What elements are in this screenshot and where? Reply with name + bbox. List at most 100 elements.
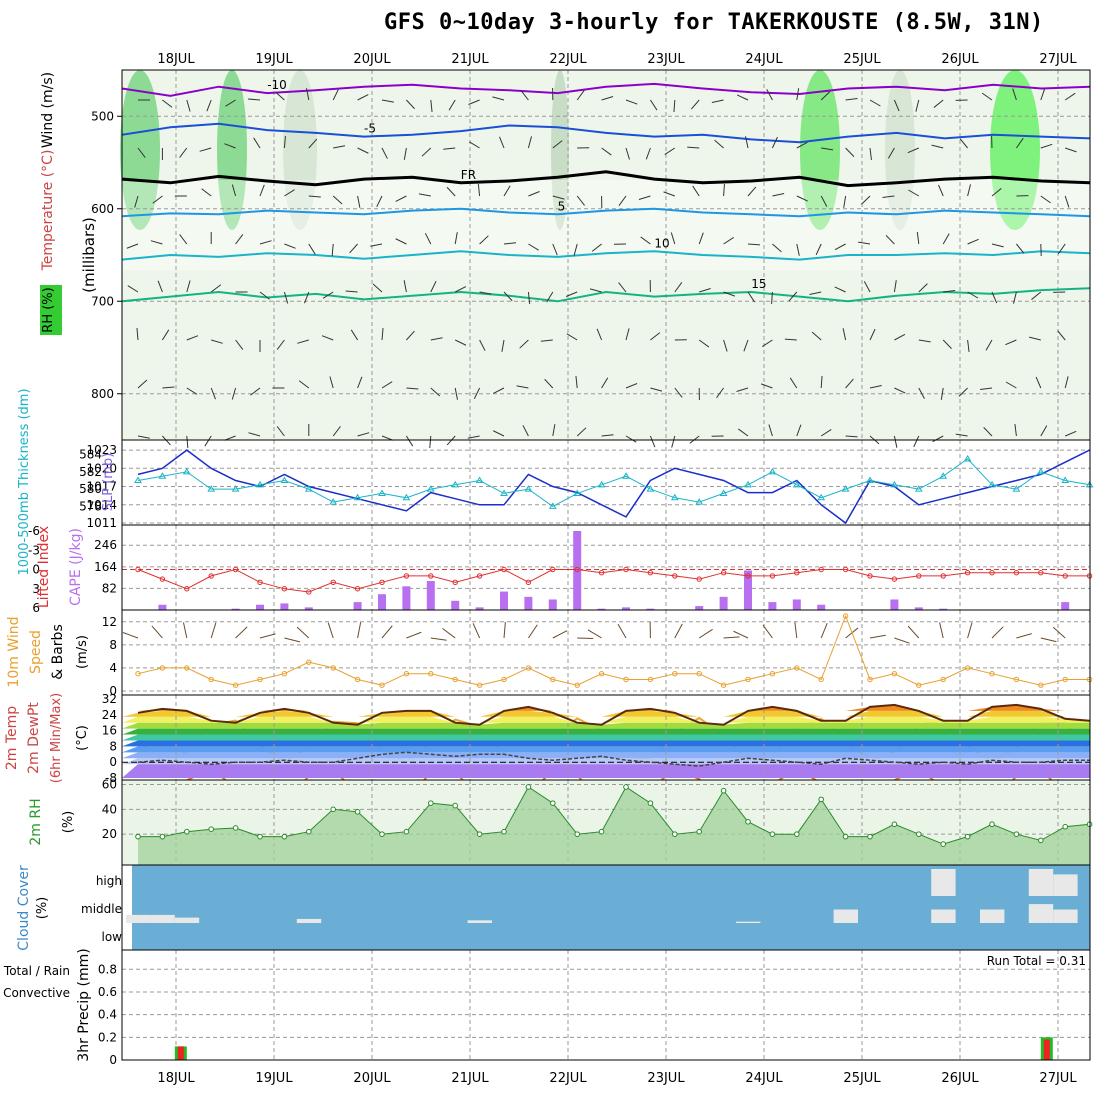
upper-barb [796, 243, 800, 256]
rh-point [184, 828, 190, 835]
upper-barb [403, 280, 407, 293]
side-wind-units: (m/s) [75, 635, 90, 669]
upper-barb [845, 98, 858, 101]
cloud-bar-middle [296, 918, 322, 923]
thickness-point [890, 480, 899, 488]
wind-speed-point [672, 670, 678, 677]
rh-point [623, 784, 629, 790]
upper-barb [601, 147, 612, 156]
upper-barb [1035, 376, 1042, 389]
upper-barb [601, 377, 609, 389]
slp-line [137, 449, 1090, 525]
thick-tick-label-2: 582 [79, 465, 102, 479]
thickness-point [573, 489, 582, 496]
upper-barb [503, 242, 516, 245]
upper-barb [275, 91, 285, 101]
side-total-rain: Total / Rain [3, 964, 70, 978]
isotherm-2 [121, 170, 1091, 188]
li-point [647, 570, 654, 576]
upper-barb [649, 99, 658, 111]
upper-barb [162, 386, 175, 389]
precip-convective-bar [1043, 1039, 1050, 1060]
wind-speed-point [964, 665, 971, 671]
upper-barb [161, 329, 170, 341]
upper-barb [673, 99, 676, 113]
upper-barb [199, 147, 212, 152]
cape-bar [597, 608, 606, 610]
upper-barb [467, 435, 480, 439]
li-tick-label-4: 6 [32, 601, 40, 615]
wind-speed-point [769, 670, 776, 677]
wind-barb [894, 637, 910, 644]
isotherm-3 [121, 207, 1091, 218]
rh-line [138, 786, 1090, 845]
side-temp-units: (°C) [75, 725, 90, 751]
upper-barb [259, 291, 270, 300]
upper-barb [284, 189, 295, 197]
rh-point [989, 821, 995, 828]
wind-barb [869, 634, 886, 639]
wind-barb [552, 630, 568, 639]
date-top-5: 23JUL [647, 52, 685, 67]
thick-tick-label-1: 580 [79, 482, 102, 496]
rh-point [916, 831, 922, 837]
thickness-point [817, 493, 826, 501]
thickness-point [158, 472, 167, 479]
upper-barb [283, 291, 289, 304]
wind-barb [762, 624, 773, 639]
wind-barb [967, 622, 973, 639]
side-lifted-index: Lifted Index [36, 526, 52, 608]
rh-point [135, 833, 141, 840]
wind-speed-point [330, 665, 336, 671]
wind-speed-point [281, 670, 288, 677]
wind-tick-label-0: 0 [109, 684, 117, 698]
upper-barb [1065, 147, 1077, 153]
cape-bar [426, 581, 435, 610]
upper-barb [1013, 291, 1017, 304]
wind-speed-point [306, 659, 312, 665]
cape-bar [1061, 602, 1070, 610]
cape-bar [914, 607, 923, 610]
wind-speed-point [916, 682, 922, 688]
slp-tick-label-0: 1011 [86, 516, 117, 530]
cape-bar [792, 599, 801, 610]
cloud-bar-high [931, 869, 956, 896]
upper-barb [796, 195, 808, 202]
upper-barb [737, 428, 749, 437]
upper-barb [625, 435, 637, 443]
side-convective: Convective [3, 986, 70, 1000]
wind-barb [587, 629, 602, 639]
upper-tick-label-2: 700 [91, 294, 114, 308]
run-total: Run Total = 0.31 [987, 954, 1086, 968]
upper-barb [1015, 137, 1024, 149]
upper-barb [674, 281, 683, 293]
upper-barb [918, 283, 928, 293]
upper-barb [845, 147, 855, 157]
cloud-tick-label-0: low [102, 930, 123, 944]
upper-barb [931, 144, 944, 149]
upper-barb [225, 99, 236, 107]
thickness-point [329, 498, 338, 505]
upper-barb [698, 339, 710, 348]
wind-speed-point [891, 670, 898, 677]
cape-bar [695, 606, 704, 610]
upper-barb [674, 387, 683, 398]
upper-barb [918, 387, 925, 399]
wind-barb [794, 622, 798, 639]
panel-thickness-slp: 1011 1014 1017 1020 1023 578 580 582 584 [79, 439, 1094, 530]
thickness-point [866, 476, 874, 483]
wind-speed-point [842, 613, 849, 619]
upper-barb [967, 184, 971, 197]
upper-barb [248, 432, 261, 437]
cape-bar [939, 608, 948, 610]
thickness-point [939, 472, 948, 479]
upper-barb [406, 387, 419, 390]
temp-tick-label-3: 16 [102, 724, 117, 738]
upper-barb [406, 330, 415, 341]
upper-barb [942, 233, 950, 245]
side-cape: CAPE (J/kg) [68, 528, 84, 606]
isotherm-label-0: -10 [267, 78, 287, 92]
li-frame [121, 524, 1091, 611]
